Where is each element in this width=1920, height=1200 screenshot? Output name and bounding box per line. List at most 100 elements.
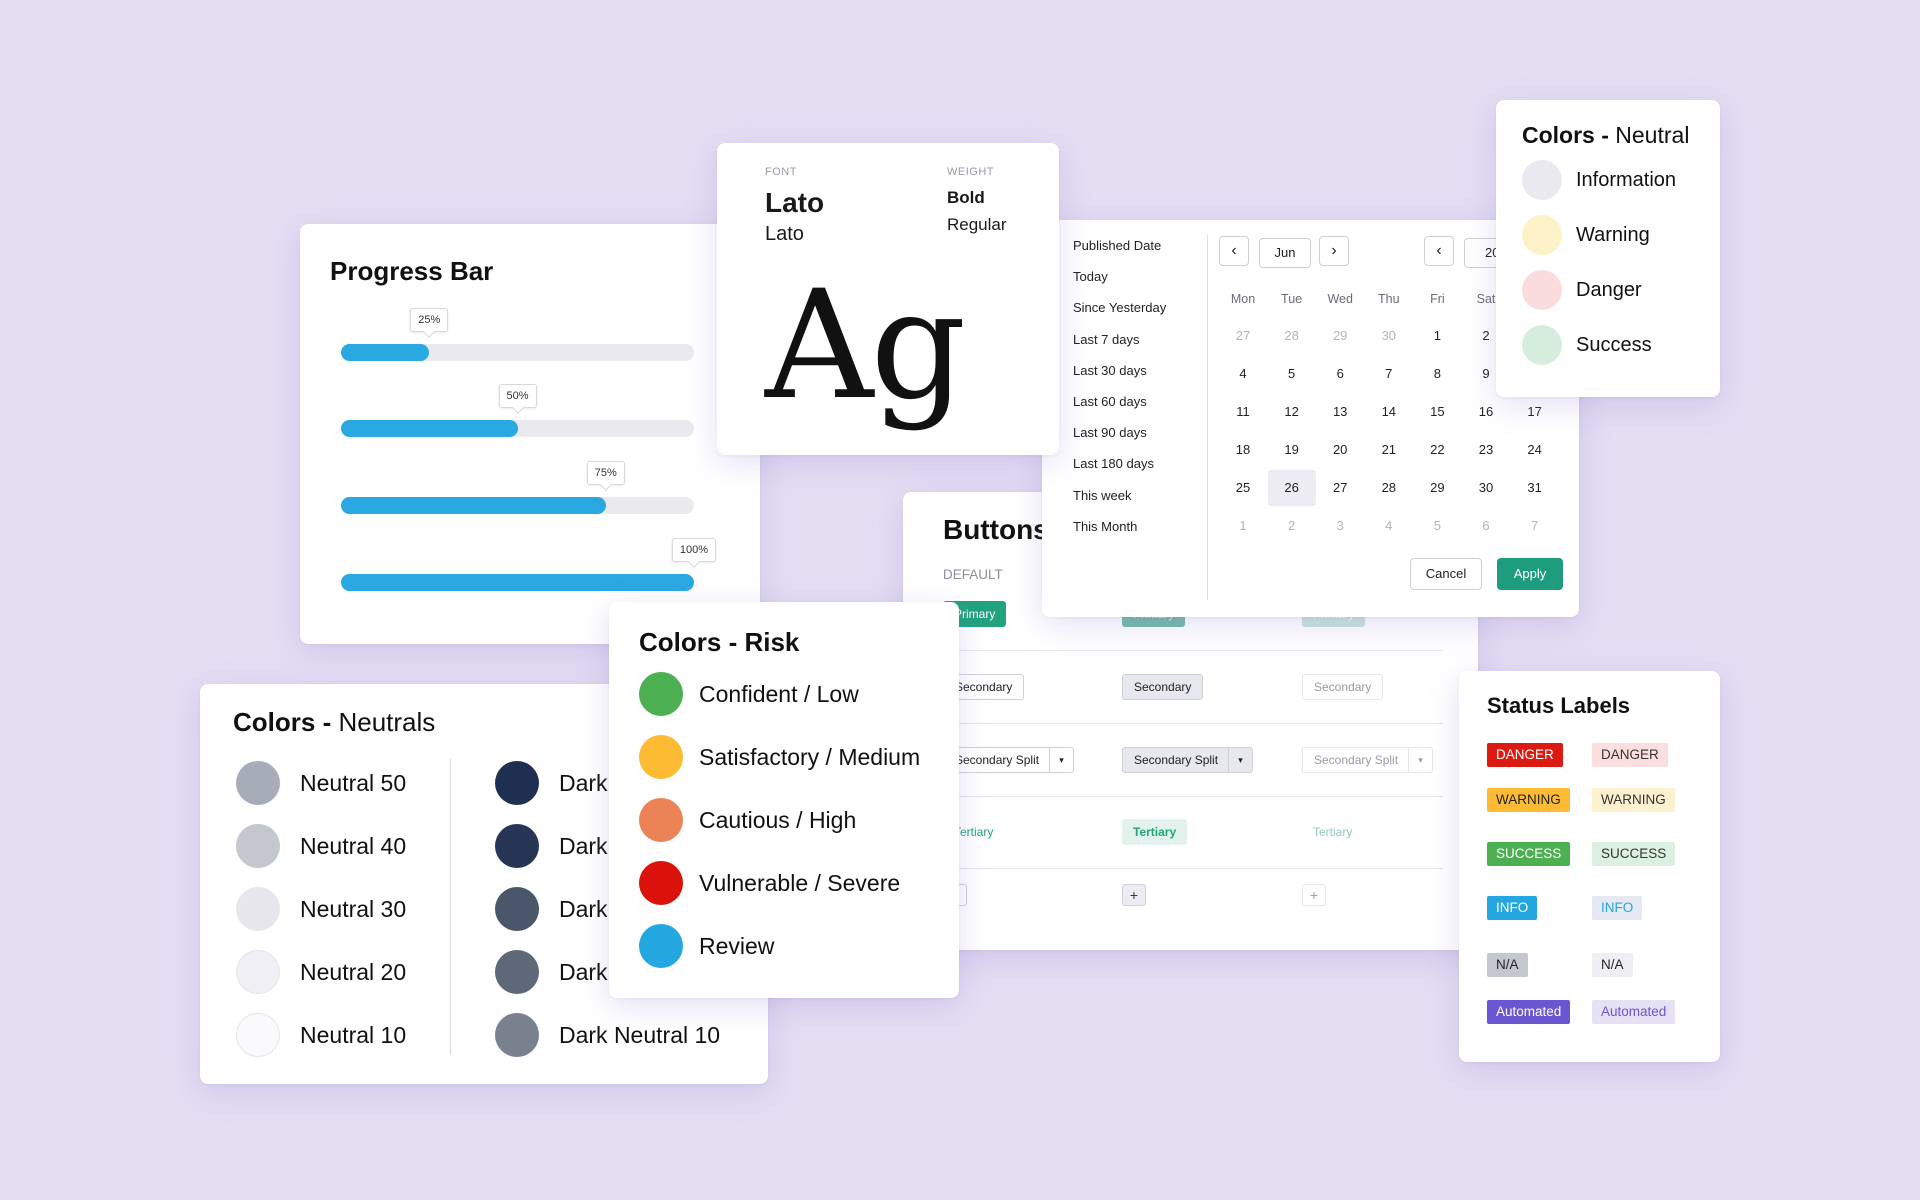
color-swatch-row: Dark: [495, 887, 608, 931]
tertiary-button-disabled[interactable]: Tertiary: [1313, 825, 1353, 839]
tertiary-button-hover[interactable]: Tertiary: [1122, 819, 1188, 845]
title-bold: Colors -: [1522, 122, 1609, 148]
color-swatch-row: Information: [1522, 160, 1676, 200]
calendar-day[interactable]: 28: [1381, 480, 1397, 495]
color-swatch-label: Dark: [559, 895, 608, 922]
calendar-day[interactable]: 13: [1332, 404, 1348, 419]
progress-bar: 25%: [341, 308, 694, 361]
color-swatch-row: Neutral 30: [236, 887, 406, 931]
calendar-day[interactable]: 9: [1482, 366, 1490, 381]
preset-option[interactable]: Last 60 days: [1073, 394, 1147, 409]
status-label-solid: INFO: [1487, 896, 1538, 920]
color-swatch: [639, 861, 683, 905]
color-swatch-label: Danger: [1576, 278, 1642, 301]
add-icon-button-disabled[interactable]: +: [1302, 884, 1326, 906]
preset-option[interactable]: Today: [1073, 269, 1108, 285]
color-swatch-row: Neutral 40: [236, 824, 406, 868]
calendar-day[interactable]: 18: [1235, 442, 1251, 457]
calendar-day[interactable]: 29: [1332, 328, 1348, 343]
preset-option[interactable]: Since Yesterday: [1073, 300, 1167, 316]
calendar-day[interactable]: 15: [1430, 404, 1445, 419]
calendar-day[interactable]: 27: [1235, 328, 1251, 343]
weight-regular: Regular: [947, 215, 1007, 234]
progress-tooltip: 75%: [586, 461, 625, 485]
calendar-day[interactable]: 22: [1430, 442, 1445, 457]
calendar-day[interactable]: 5: [1287, 366, 1296, 381]
calendar-day[interactable]: 4: [1239, 366, 1247, 381]
preset-option[interactable]: Last 180 days: [1073, 456, 1154, 472]
calendar-day[interactable]: 5: [1433, 518, 1441, 533]
preset-option[interactable]: Last 30 days: [1073, 362, 1147, 378]
apply-button[interactable]: Apply: [1497, 558, 1563, 590]
calendar-day[interactable]: 30: [1478, 480, 1494, 495]
calendar-day[interactable]: 7: [1530, 518, 1539, 533]
preset-option[interactable]: Last 90 days: [1073, 425, 1147, 441]
status-label-solid: Automated: [1487, 1000, 1571, 1024]
cancel-button[interactable]: Cancel: [1410, 558, 1482, 590]
prev-month-button-2[interactable]: ‹: [1424, 236, 1454, 266]
color-swatch: [639, 672, 683, 716]
calendar-day[interactable]: 7: [1385, 366, 1393, 381]
calendar-day[interactable]: 1: [1239, 518, 1247, 533]
secondary-button-hover[interactable]: Secondary: [1122, 674, 1204, 700]
calendar-day[interactable]: 23: [1478, 442, 1494, 457]
color-swatch: [495, 1013, 539, 1057]
calendar-day-selected[interactable]: 26: [1267, 470, 1316, 506]
status-label-solid: WARNING: [1487, 788, 1570, 812]
color-swatch-row: Danger: [1522, 270, 1642, 310]
calendar-day[interactable]: 29: [1430, 480, 1445, 495]
calendar-day[interactable]: 1: [1433, 328, 1441, 343]
calendar-day[interactable]: 30: [1381, 328, 1397, 343]
color-swatch-label: Dark: [559, 769, 608, 796]
row-divider: [943, 868, 1443, 869]
color-swatch: [639, 924, 683, 968]
font-specimen: Ag: [765, 259, 966, 433]
calendar-day[interactable]: 17: [1527, 404, 1542, 419]
color-swatch: [495, 824, 539, 868]
secondary-button-disabled[interactable]: Secondary: [1302, 674, 1384, 700]
calendar-day[interactable]: 3: [1336, 518, 1344, 533]
progress-bar: 50%: [341, 384, 694, 437]
calendar-day[interactable]: 24: [1527, 442, 1542, 457]
tertiary-button[interactable]: Tertiary: [954, 825, 994, 839]
title-bold: Colors -: [233, 707, 332, 737]
calendar-day[interactable]: 28: [1284, 328, 1299, 343]
preset-option[interactable]: Last 7 days: [1073, 331, 1140, 347]
prev-month-button[interactable]: ‹: [1219, 236, 1249, 266]
risk-swatch-label: Review: [699, 932, 775, 959]
calendar-day[interactable]: 2: [1287, 518, 1296, 533]
secondary-split-button[interactable]: Secondary Split ▾: [943, 747, 1075, 773]
calendar-day[interactable]: 12: [1284, 404, 1299, 419]
calendar-day[interactable]: 2: [1482, 328, 1490, 343]
calendar-day[interactable]: 11: [1236, 404, 1250, 419]
risk-swatch-row: Satisfactory / Medium: [639, 735, 920, 779]
add-icon-button-hover[interactable]: +: [1122, 884, 1146, 906]
colors-neutrals-title: Colors - Neutrals: [233, 707, 435, 738]
preset-option[interactable]: This week: [1073, 487, 1132, 503]
calendar-day[interactable]: 6: [1482, 518, 1490, 533]
calendar-day[interactable]: 8: [1433, 366, 1441, 381]
calendar-day[interactable]: 31: [1527, 480, 1542, 495]
calendar-day[interactable]: 25: [1235, 480, 1251, 495]
progress-tooltip: 50%: [498, 384, 537, 408]
color-swatch-row: Neutral 10: [236, 1013, 406, 1057]
secondary-split-button-disabled[interactable]: Secondary Split ▾: [1302, 747, 1434, 773]
caret-down-icon[interactable]: ▾: [1049, 748, 1073, 772]
next-month-button[interactable]: ›: [1319, 236, 1349, 266]
month-select[interactable]: Jun: [1259, 238, 1311, 268]
calendar-day[interactable]: 19: [1284, 442, 1299, 457]
calendar-day[interactable]: 6: [1336, 366, 1344, 381]
calendar-day[interactable]: 4: [1385, 518, 1393, 533]
calendar-day[interactable]: 16: [1478, 404, 1494, 419]
calendar-day[interactable]: 20: [1332, 442, 1348, 457]
progress-bar: 100%: [341, 538, 717, 591]
chevron-right-icon: ›: [1331, 242, 1337, 259]
caret-down-icon[interactable]: ▾: [1228, 748, 1252, 772]
calendar-day[interactable]: 21: [1381, 442, 1397, 457]
color-swatch: [1522, 215, 1562, 255]
secondary-split-button-hover[interactable]: Secondary Split ▾: [1122, 747, 1254, 773]
calendar-day[interactable]: 14: [1381, 404, 1397, 419]
preset-option[interactable]: This Month: [1073, 518, 1138, 534]
calendar-day[interactable]: 27: [1332, 480, 1348, 495]
caret-down-icon[interactable]: ▾: [1408, 748, 1432, 772]
